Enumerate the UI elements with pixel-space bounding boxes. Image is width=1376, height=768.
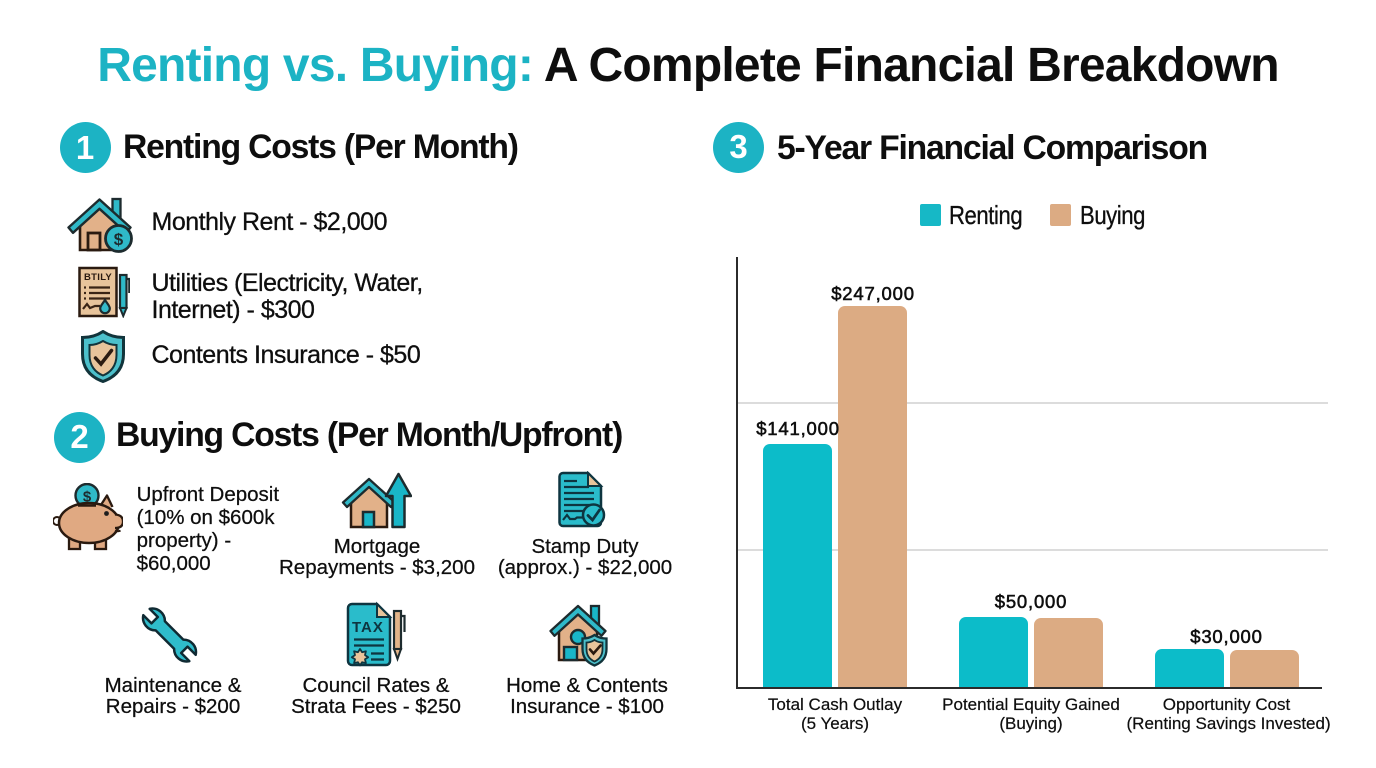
svg-text:BTILY: BTILY [84,272,112,283]
svg-text:$: $ [114,230,124,249]
svg-text:TAX: TAX [352,619,384,636]
svg-text:$: $ [83,489,92,506]
